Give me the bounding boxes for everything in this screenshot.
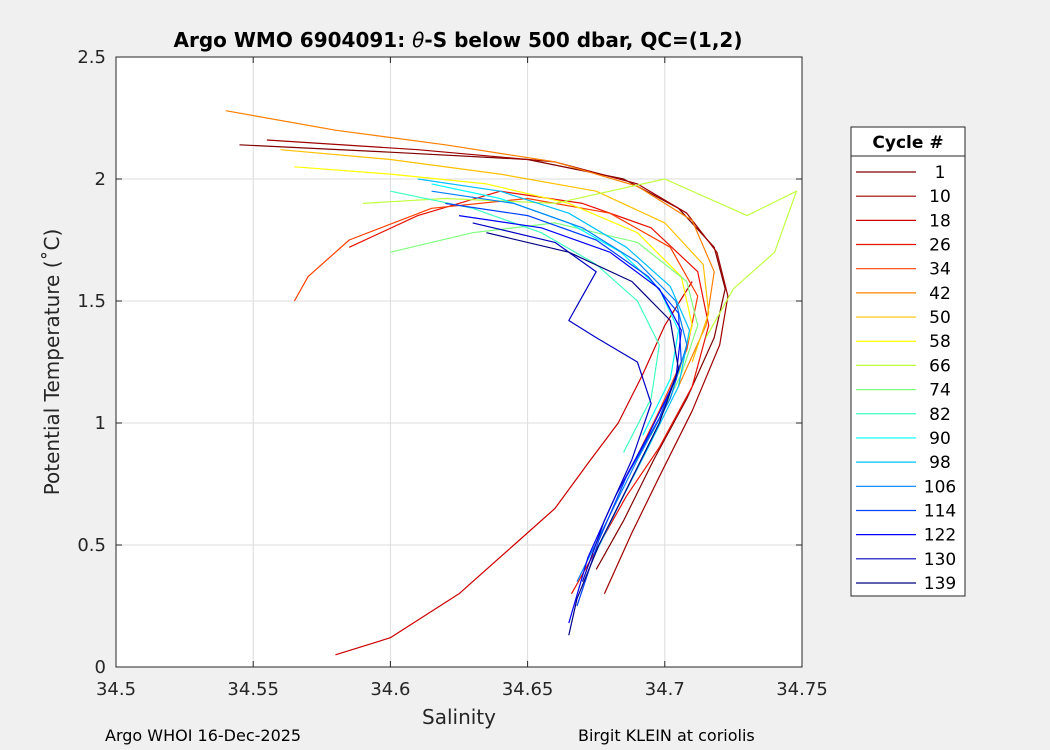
series-line-cycle-139	[486, 232, 680, 636]
legend-label-130: 130	[924, 550, 956, 570]
x-tick-label: 34.7	[645, 679, 685, 700]
legend-label-106: 106	[924, 477, 956, 497]
legend-label-26: 26	[929, 236, 951, 256]
legend-label-122: 122	[924, 526, 956, 546]
legend-label-90: 90	[929, 429, 951, 449]
series-line-cycle-42	[225, 110, 715, 387]
series-line-cycle-106	[431, 190, 688, 582]
legend-box	[850, 126, 966, 597]
legend-items: 1 10 18 26 34 42 50 58 66 74 82 90 98 106 114 122 130 139	[856, 163, 956, 594]
x-tick-label: 34.65	[502, 679, 554, 700]
legend-label-42: 42	[929, 284, 951, 304]
legend-label-1: 1	[935, 163, 946, 183]
footer-source: Argo WHOI 16-Dec-2025	[105, 726, 302, 745]
legend-label-34: 34	[929, 260, 951, 280]
series-line-cycle-82	[390, 190, 660, 453]
series-line-cycle-98	[417, 178, 691, 558]
plot-frame	[115, 56, 803, 668]
y-axis-label: Potential Temperature (˚C)	[40, 229, 64, 496]
legend-label-66: 66	[929, 356, 951, 376]
x-tick-label: 34.55	[227, 679, 279, 700]
legend: Cycle # 11018263442505866748290981061141…	[850, 126, 966, 597]
legend-label-50: 50	[929, 308, 951, 328]
chart-title: Argo WMO 6904091: θ-S below 500 dbar, QC…	[174, 28, 743, 52]
y-tick-label: 0	[95, 657, 106, 678]
y-tick-label: 0.5	[77, 535, 106, 556]
x-tick-label: 34.75	[776, 679, 828, 700]
series-line-cycle-66	[362, 178, 798, 338]
series-line-cycle-130	[472, 222, 652, 582]
legend-label-18: 18	[929, 211, 951, 231]
legend-label-139: 139	[924, 574, 956, 594]
series-line-cycle-10	[266, 139, 729, 595]
footer-author: Birgit KLEIN at coriolis	[578, 726, 755, 745]
series-line-cycle-1	[239, 144, 726, 570]
x-axis-label: Salinity	[422, 705, 496, 729]
x-tick-label: 34.5	[96, 679, 136, 700]
legend-title: Cycle #	[872, 133, 943, 153]
y-tick-label: 2	[95, 169, 106, 190]
y-tick-label: 1.5	[77, 291, 106, 312]
legend-label-10: 10	[929, 187, 951, 207]
series-line-cycle-18	[335, 281, 693, 656]
legend-label-58: 58	[929, 332, 951, 352]
y-tick-label: 1	[95, 413, 106, 434]
grid	[115, 56, 803, 668]
axis-ticks: 34.5 34.55 34.6 34.65 34.7 34.75 0 0.5 1 1.5 2 2.5	[77, 47, 827, 700]
series-line-cycle-50	[280, 149, 710, 363]
legend-label-82: 82	[929, 405, 951, 425]
x-tick-label: 34.6	[370, 679, 410, 700]
series-line-cycle-58	[294, 166, 693, 375]
legend-label-74: 74	[929, 381, 951, 401]
series-group	[225, 110, 798, 656]
series-line-cycle-74	[390, 222, 699, 436]
y-tick-label: 2.5	[77, 47, 106, 68]
plot-area	[116, 57, 802, 667]
legend-label-114: 114	[924, 501, 956, 521]
legend-label-98: 98	[929, 453, 951, 473]
